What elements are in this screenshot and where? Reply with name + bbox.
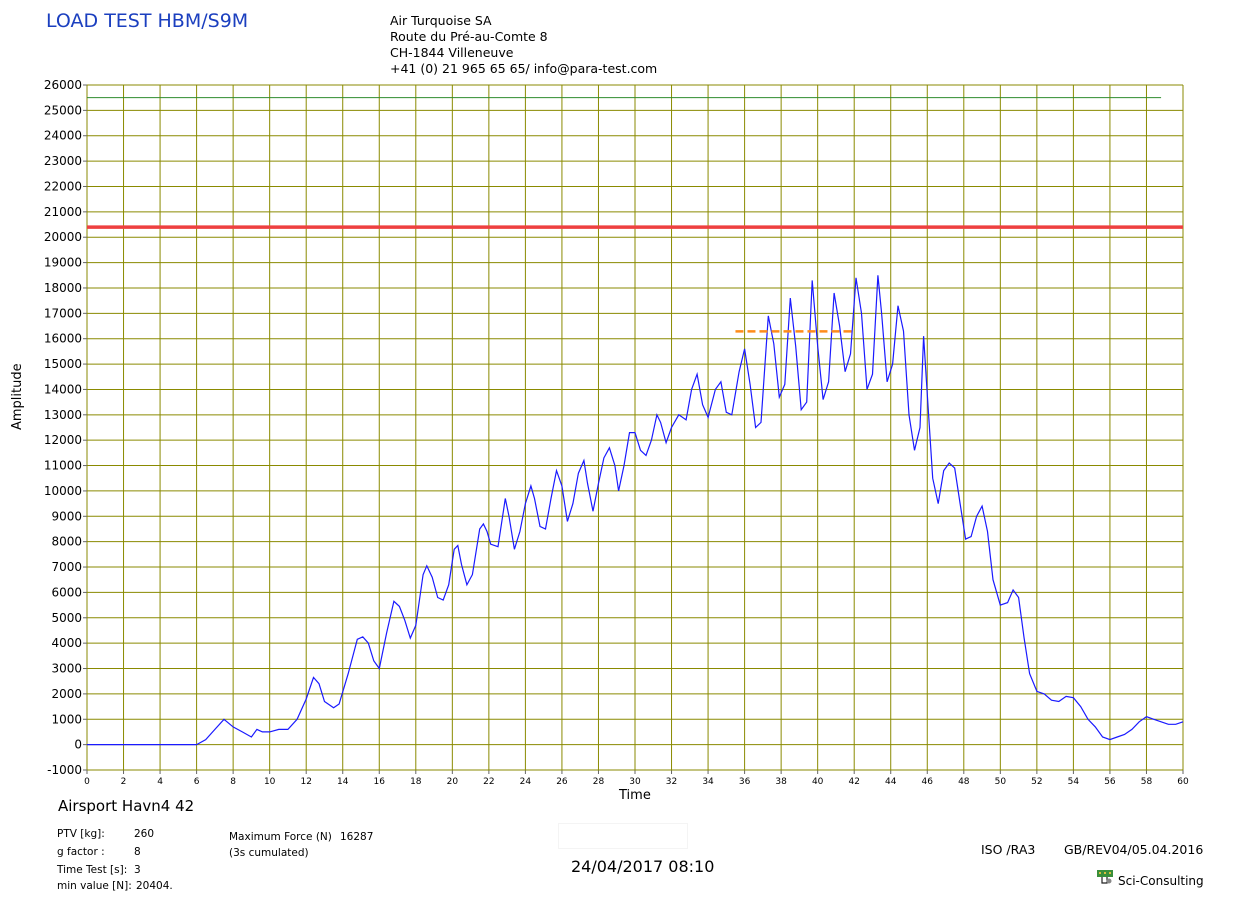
sci-consulting-logo-icon: [1097, 870, 1113, 884]
y-tick-label: 25000: [44, 103, 82, 117]
y-tick-label: 24000: [44, 129, 82, 143]
x-tick-label: 24: [520, 777, 532, 787]
x-tick-label: 42: [848, 777, 859, 787]
x-tick-label: 8: [230, 777, 236, 787]
brand-name: Sci-Consulting: [1118, 874, 1204, 888]
y-tick-label: 1000: [51, 712, 82, 726]
y-tick-label: 11000: [44, 459, 82, 473]
y-tick-label: 4000: [51, 636, 82, 650]
x-tick-label: 22: [483, 777, 494, 787]
y-tick-label: 5000: [51, 611, 82, 625]
address-line-contact: +41 (0) 21 965 65 65/ info@para-test.com: [390, 61, 658, 76]
blank-field: [558, 823, 688, 849]
y-tick-label: 23000: [44, 154, 82, 168]
y-tick-label: 21000: [44, 205, 82, 219]
product-name: Airsport Havn4 42: [58, 797, 195, 815]
x-tick-label: 54: [1068, 777, 1080, 787]
x-tick-label: 10: [264, 777, 276, 787]
x-tick-label: 46: [922, 777, 934, 787]
x-tick-label: 38: [775, 777, 787, 787]
y-tick-label: 17000: [44, 306, 82, 320]
y-tick-label: 15000: [44, 357, 82, 371]
y-axis-label: Amplitude: [10, 363, 25, 430]
revision-label: GB/REV04/05.04.2016: [1064, 842, 1204, 857]
x-tick-label: 56: [1104, 777, 1116, 787]
y-tick-label: 16000: [44, 332, 82, 346]
x-tick-label: 6: [194, 777, 200, 787]
info-label-time-test: Time Test [s]:: [57, 864, 128, 876]
info-label-min-value: min value [N]:: [57, 880, 132, 892]
y-tick-label: 10000: [44, 484, 82, 498]
x-tick-label: 14: [337, 777, 349, 787]
x-tick-label: 34: [702, 777, 714, 787]
address-line-company: Air Turquoise SA: [390, 13, 492, 28]
x-tick-label: 50: [995, 777, 1007, 787]
x-tick-label: 60: [1177, 777, 1189, 787]
max-force-value: 16287: [340, 831, 374, 843]
address-line-street: Route du Pré-au-Comte 8: [390, 29, 548, 44]
x-tick-label: 2: [121, 777, 127, 787]
x-tick-label: 52: [1031, 777, 1042, 787]
address-line-city: CH-1844 Villeneuve: [390, 45, 514, 60]
x-tick-label: 58: [1141, 777, 1153, 787]
x-tick-label: 36: [739, 777, 751, 787]
y-tick-label: 7000: [51, 560, 82, 574]
x-tick-label: 32: [666, 777, 677, 787]
x-tick-label: 44: [885, 777, 897, 787]
cumulated-note: (3s cumulated): [229, 847, 309, 859]
y-tick-label: 22000: [44, 179, 82, 193]
info-value-min-value: 20404.: [136, 880, 173, 892]
x-tick-label: 30: [629, 777, 641, 787]
x-tick-label: 18: [410, 777, 422, 787]
page-title: LOAD TEST HBM/S9M: [46, 10, 249, 32]
y-tick-label: 18000: [44, 281, 82, 295]
x-tick-label: 4: [157, 777, 163, 787]
x-tick-label: 40: [812, 777, 824, 787]
series-line-amplitude: [87, 275, 1184, 746]
test-datetime: 24/04/2017 08:10: [571, 857, 715, 876]
y-tick-label: 8000: [51, 535, 82, 549]
y-tick-label: 12000: [44, 433, 82, 447]
y-tick-label: 19000: [44, 256, 82, 270]
info-value-ptv: 260: [134, 828, 155, 840]
y-tick-label: 6000: [51, 585, 82, 599]
x-tick-label: 16: [374, 777, 386, 787]
x-tick-label: 28: [593, 777, 605, 787]
y-tick-label: 13000: [44, 408, 82, 422]
info-label-g-factor: g factor :: [57, 846, 105, 858]
x-tick-label: 0: [84, 777, 90, 787]
info-value-time-test: 3: [134, 864, 141, 876]
iso-label: ISO /RA3: [981, 842, 1036, 857]
x-tick-label: 20: [447, 777, 459, 787]
max-force-label: Maximum Force (N): [229, 831, 332, 843]
y-tick-label: 14000: [44, 382, 82, 396]
x-tick-label: 26: [556, 777, 568, 787]
x-axis-label: Time: [619, 788, 651, 803]
info-value-g-factor: 8: [134, 846, 141, 858]
y-tick-label: 3000: [51, 662, 82, 676]
y-tick-label: 2000: [51, 687, 82, 701]
y-tick-label: 0: [74, 738, 82, 752]
info-label-ptv: PTV [kg]:: [57, 828, 105, 840]
y-tick-label: 20000: [44, 230, 82, 244]
x-tick-label: 12: [300, 777, 311, 787]
x-tick-label: 48: [958, 777, 970, 787]
y-tick-label: -1000: [47, 763, 82, 777]
y-tick-label: 9000: [51, 509, 82, 523]
y-tick-label: 26000: [44, 78, 82, 92]
